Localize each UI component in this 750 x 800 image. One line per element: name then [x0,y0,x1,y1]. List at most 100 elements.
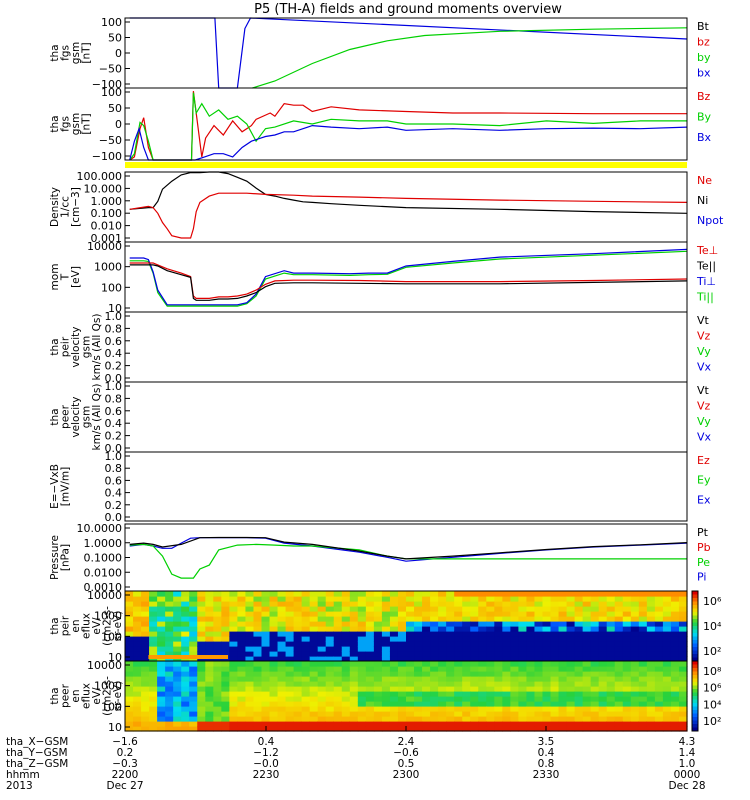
spectrogram-cell [462,641,471,647]
spectrogram-cell [470,636,479,642]
spectrogram-cell [397,691,407,697]
spectrogram-cell [213,596,222,602]
spectrogram-cell [446,611,455,617]
spectrogram-cell [502,681,511,687]
spectrogram-cell [438,651,447,657]
spectrogram-cell [470,656,479,662]
colorbar-segment [692,678,698,683]
spectrogram-cell [558,621,568,627]
y-axis-label: fgs [60,45,72,61]
series-Bz-line [129,91,687,161]
spectrogram-cell [462,636,471,642]
spectrogram-cell [349,676,359,682]
spectrogram-cell [590,726,600,732]
spectrogram-cell [245,646,255,652]
spectrogram-cell [670,701,680,707]
spectrogram-cell [462,696,471,702]
spectrogram-cell [606,636,616,642]
spectrogram-cell [526,636,536,642]
spectrogram-cell [173,631,182,637]
spectrogram-cell [373,591,383,597]
spectrogram-cell [638,706,648,712]
colorbar-segment [692,626,698,630]
spectrogram-cell [397,716,407,722]
spectrogram-cell [510,721,519,727]
spectrogram-cell [614,611,624,617]
spectrogram-cell [301,621,311,627]
spectrogram-cell [125,706,134,712]
spectrogram-cell [510,671,519,677]
spectrogram-cell [157,721,166,727]
spectrogram-cell [558,661,568,667]
spectrogram-cell [333,601,343,607]
spectrogram-cell [678,721,688,727]
spectrogram-cell [582,626,592,632]
spectrogram-cell [494,661,503,667]
spectrogram-cell [526,651,536,657]
spectrogram-cell [365,711,375,717]
spectrogram-cell [614,596,624,602]
spectrogram-cell [269,686,279,692]
spectrogram-cell [630,681,640,687]
spectrogram-cell [414,651,423,657]
spectrogram-cell [173,706,182,712]
x-axis-value: 2330 [533,769,560,781]
y-axis-label: eV/ [91,617,103,635]
spectrogram-cell [317,701,327,707]
spectrogram-cell [317,606,327,612]
spectrogram-cell [414,621,423,627]
spectrogram-cell [646,636,656,642]
legend-Bx: Bx [697,131,712,144]
spectrogram-cell [446,721,455,727]
spectrogram-cell [430,706,439,712]
spectrogram-cell [566,666,576,672]
y-tick-label: 0.0010 [84,581,123,594]
spectrogram-cell [205,706,214,712]
spectrogram-cell [381,686,391,692]
spectrogram-cell [397,721,407,727]
spectrogram-cell [349,686,359,692]
spectrogram-cell [181,651,190,657]
spectrogram-cell [534,626,544,632]
spectrogram-cell [157,601,166,607]
spectrogram-cell [582,686,592,692]
spectrogram-cell [470,631,479,637]
x-axis-value: 0.4 [538,747,555,759]
y-tick-label: 100 [101,700,122,713]
x-axis-row-label: hhmm [6,769,40,781]
spectrogram-cell [574,721,584,727]
spectrogram-cell [654,636,664,642]
spectrogram-cell [341,661,351,667]
spectrogram-cell [486,716,495,722]
spectrogram-cell [325,616,335,622]
y-tick-label: 1000 [94,610,122,623]
spectrogram-cell [550,716,560,722]
spectrogram-cell [189,706,198,712]
spectrogram-cell [381,676,391,682]
spectrogram-cell [598,726,608,732]
spectrogram-cell [269,621,279,627]
spectrogram-cell [197,721,206,727]
spectrogram-cell [414,631,423,637]
spectrogram-cell [397,671,407,677]
spectrogram-cell [614,606,624,612]
spectrogram-cell [237,606,247,612]
spectrogram-cell [422,701,431,707]
spectrogram-cell [381,591,391,597]
spectrogram-cell [213,696,222,702]
spectrogram-cell [269,726,279,732]
spectrogram-cell [357,686,367,692]
spectrogram-cell [678,621,688,627]
spectrogram-cell [590,716,600,722]
spectrogram-cell [622,641,632,647]
spectrogram-cell [590,596,600,602]
spectrogram-cell [470,596,479,602]
spectrogram-cell [414,601,423,607]
spectrogram-cell [285,696,295,702]
spectrogram-cell [646,621,656,627]
spectrogram-cell [470,601,479,607]
spectrogram-cell [229,606,238,612]
spectrogram-cell [309,626,319,632]
spectrogram-cell [430,631,439,637]
spectrogram-cell [406,711,415,717]
